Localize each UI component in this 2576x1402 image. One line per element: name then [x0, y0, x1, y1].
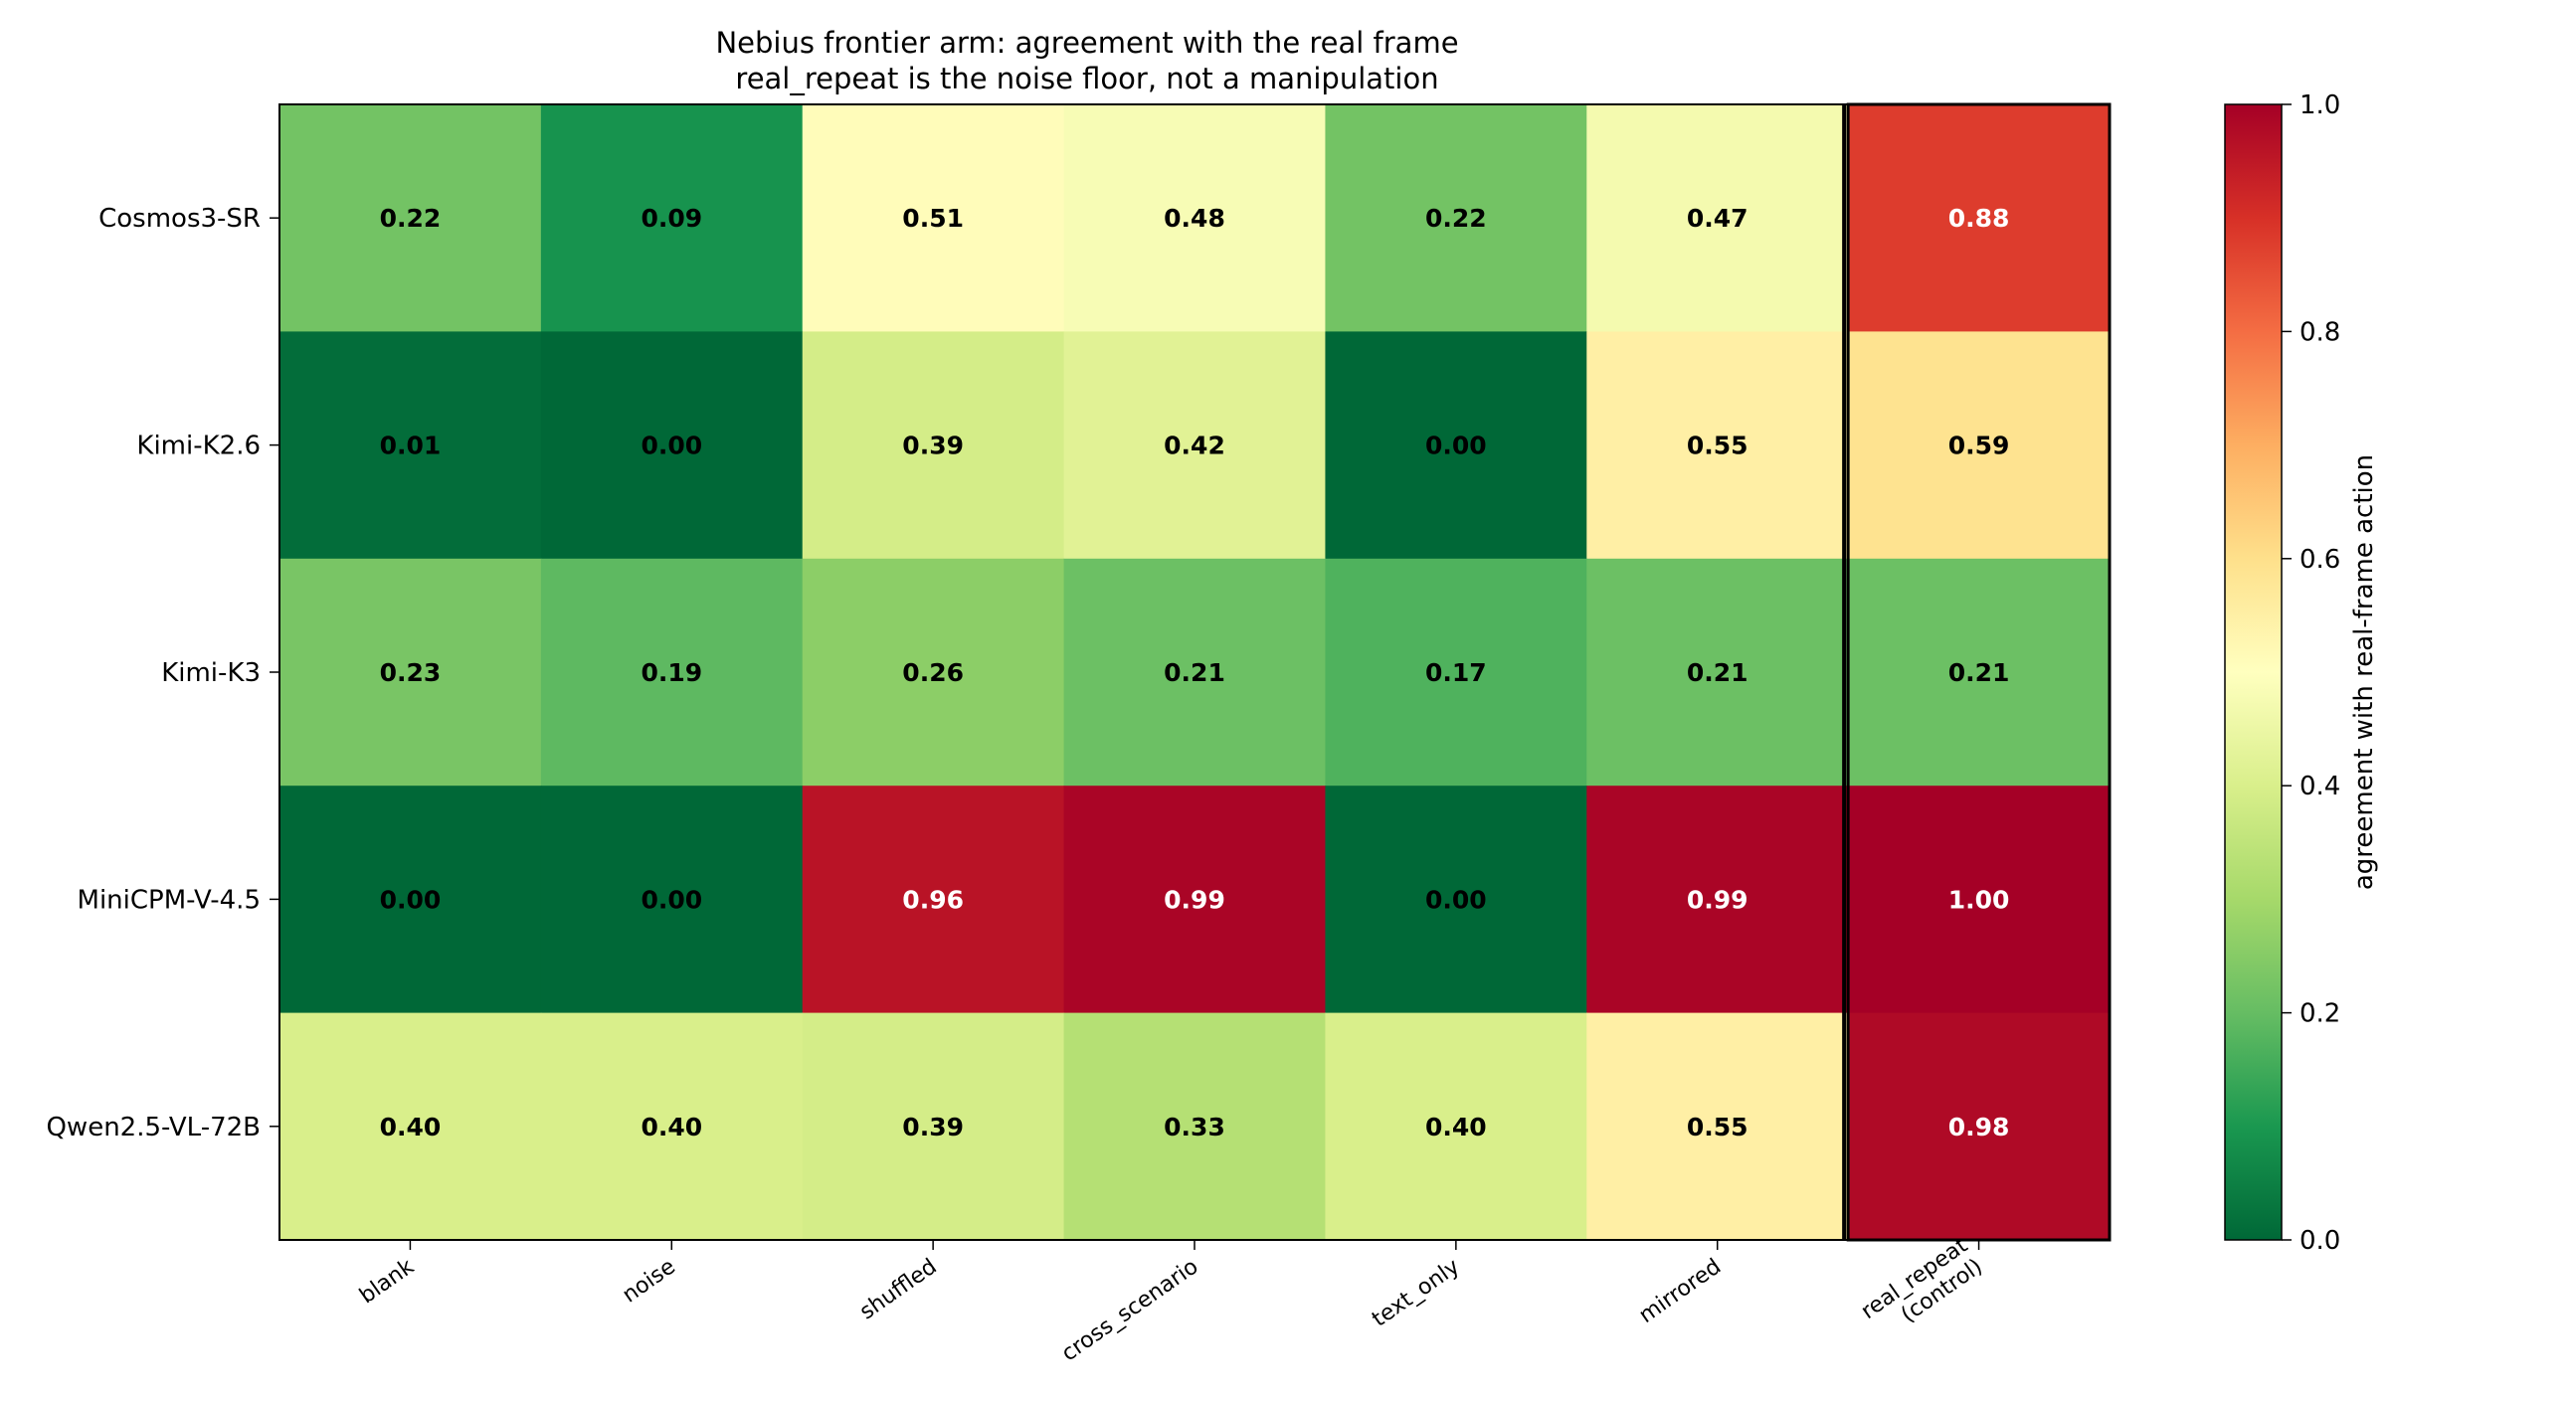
x-tick-label: real_repeat(control) [1857, 1233, 1987, 1345]
cell-value-label: 0.51 [902, 204, 964, 233]
cell-value-label: 0.33 [1164, 1113, 1225, 1141]
cell-value-label: 0.21 [1687, 658, 1748, 687]
cell-value-label: 0.48 [1164, 204, 1225, 233]
heatmap-cell [279, 786, 542, 1014]
heatmap-cell [1848, 1012, 2111, 1241]
x-tick-label: cross_scenario [1057, 1254, 1202, 1366]
heatmap-cell [540, 786, 804, 1014]
cell-value-label: 0.88 [1948, 204, 2010, 233]
cell-value-label: 0.22 [1425, 204, 1487, 233]
heatmap-cell [1586, 558, 1849, 787]
x-axis: blank noise shuffled cross_scenario text_onl… [355, 1233, 1987, 1366]
y-tick-label: Kimi-K2.6 [136, 432, 261, 461]
cell-value-label: 0.40 [1425, 1113, 1487, 1141]
cell-value-label: 0.26 [902, 658, 964, 687]
heatmap-cell [279, 331, 542, 560]
heatmap-cell [1586, 1012, 1849, 1241]
heatmap-cell [540, 104, 804, 332]
cell-value-label: 0.00 [641, 885, 702, 914]
heatmap-cell [802, 331, 1065, 560]
x-tick-label: noise [618, 1254, 679, 1308]
cell-value-label: 1.00 [1948, 885, 2010, 914]
heatmap-cell [1325, 786, 1587, 1014]
heatmap-cell [1063, 558, 1327, 787]
chart-title: Nebius frontier arm: agreement with the … [715, 26, 1458, 60]
colorbar-tick-label: 0.8 [2300, 317, 2340, 347]
heatmap-cell [1586, 104, 1849, 332]
heatmap-cell [1325, 1012, 1587, 1241]
cell-value-label: 0.21 [1164, 658, 1225, 687]
cell-value-label: 0.40 [641, 1113, 702, 1141]
y-tick-label: Cosmos3-SR [98, 204, 261, 234]
heatmap-cell [1848, 558, 2111, 787]
colorbar-gradient [2224, 103, 2283, 1241]
heatmap-cell [802, 786, 1065, 1014]
cell-value-label: 0.98 [1948, 1113, 2010, 1141]
cell-value-label: 0.42 [1164, 432, 1225, 460]
chart-subtitle: real_repeat is the noise floor, not a ma… [735, 62, 1438, 95]
cell-value-label: 0.00 [641, 432, 702, 460]
colorbar-label: agreement with real-frame action [2349, 454, 2379, 890]
heatmap-cell [279, 558, 542, 787]
cell-value-label: 0.17 [1425, 658, 1487, 687]
cell-value-label: 0.59 [1948, 432, 2010, 460]
heatmap-cell [279, 1012, 542, 1241]
cell-value-label: 0.40 [380, 1113, 442, 1141]
cell-value-label: 0.39 [902, 432, 964, 460]
heatmap-cell [1848, 104, 2111, 332]
y-tick-label: Qwen2.5-VL-72B [46, 1113, 261, 1142]
heatmap-cell [1848, 786, 2111, 1014]
heatmap-cell [802, 1012, 1065, 1241]
x-tick-label: text_only [1368, 1254, 1464, 1331]
cell-value-label: 0.99 [1164, 885, 1225, 914]
cell-value-label: 0.00 [1425, 885, 1487, 914]
heatmap-cell [1586, 786, 1849, 1014]
heatmap-cell [1586, 331, 1849, 560]
y-tick-label: MiniCPM-V-4.5 [78, 885, 261, 915]
heatmap-cell [1063, 104, 1327, 332]
cell-value-label: 0.55 [1687, 432, 1748, 460]
cell-value-label: 0.99 [1687, 885, 1748, 914]
cell-value-label: 0.39 [902, 1113, 964, 1141]
heatmap-cell [1063, 331, 1327, 560]
heatmap-cell [802, 104, 1065, 332]
x-tick-label: mirrored [1635, 1254, 1727, 1328]
cell-value-label: 0.55 [1687, 1113, 1748, 1141]
heatmap-cell [802, 558, 1065, 787]
heatmap-cell [540, 558, 804, 787]
cell-value-label: 0.00 [1425, 432, 1487, 460]
colorbar-tick-label: 0.0 [2300, 1226, 2340, 1256]
heatmap-cell [1848, 331, 2111, 560]
x-tick-label: shuffled [855, 1254, 942, 1324]
heatmap-cells: 0.22 0.09 0.51 0.48 0.22 0.47 0.88 0.01 0.00 0.39… [279, 104, 2111, 1241]
heatmap-cell [1063, 1012, 1327, 1241]
cell-value-label: 0.47 [1687, 204, 1748, 233]
colorbar-tick-label: 0.2 [2300, 999, 2340, 1029]
cell-value-label: 0.01 [380, 432, 442, 460]
heatmap-cell [1325, 104, 1587, 332]
cell-value-label: 0.23 [380, 658, 442, 687]
colorbar: 0.0 0.2 0.4 0.6 0.8 1.0 agreement with real-fr… [2224, 90, 2379, 1256]
cell-value-label: 0.22 [380, 204, 442, 233]
heatmap-cell [1325, 331, 1587, 560]
heatmap-cell [540, 1012, 804, 1241]
heatmap-cell [1325, 558, 1587, 787]
x-tick-label: blank [355, 1254, 419, 1309]
y-tick-label: Kimi-K3 [161, 658, 261, 688]
cell-value-label: 0.09 [641, 204, 702, 233]
cell-value-label: 0.00 [380, 885, 442, 914]
heatmap-cell [540, 331, 804, 560]
colorbar-tick-label: 0.4 [2300, 772, 2340, 801]
colorbar-tick-label: 0.6 [2300, 545, 2340, 575]
colorbar-tick-label: 1.0 [2300, 90, 2340, 120]
y-axis: Cosmos3-SR Kimi-K2.6 Kimi-K3 MiniCPM-V-4.5 Q… [46, 204, 279, 1142]
heatmap-cell [279, 104, 542, 332]
cell-value-label: 0.96 [902, 885, 964, 914]
heatmap-cell [1063, 786, 1327, 1014]
cell-value-label: 0.21 [1948, 658, 2010, 687]
cell-value-label: 0.19 [641, 658, 702, 687]
